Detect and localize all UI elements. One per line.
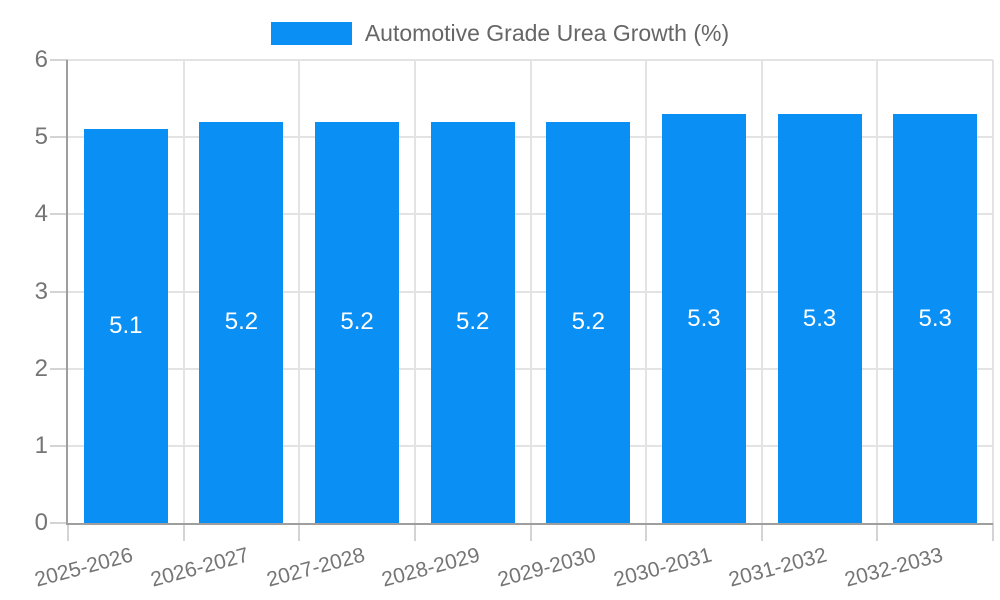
x-axis-label: 2032-2033 (842, 543, 946, 592)
x-axis-tick (67, 523, 69, 541)
y-axis-tick (50, 59, 68, 61)
x-axis-tick (298, 523, 301, 541)
v-gridline (645, 60, 648, 523)
bar[interactable]: 5.2 (315, 121, 400, 523)
y-axis-label: 5 (34, 123, 48, 151)
y-axis-label: 2 (34, 354, 48, 382)
v-gridline (182, 60, 185, 523)
y-axis-line (66, 60, 68, 525)
v-gridline (529, 60, 532, 523)
bar-value-label: 5.2 (224, 308, 259, 336)
x-axis-tick (529, 523, 532, 541)
y-axis-tick (50, 522, 68, 524)
v-gridline (876, 60, 879, 523)
x-axis-tick (645, 523, 648, 541)
y-axis-tick (50, 444, 68, 447)
y-axis-label: 0 (34, 509, 48, 536)
x-axis-line (66, 523, 993, 525)
bar[interactable]: 5.3 (661, 114, 746, 523)
bar-value-label: 5.2 (571, 308, 605, 336)
bar[interactable]: 5.2 (199, 121, 284, 523)
x-axis-label: 2031-2032 (726, 543, 830, 592)
bar-value-label: 5.3 (687, 304, 721, 332)
x-axis-tick (760, 523, 763, 541)
x-axis-label: 2028-2029 (379, 543, 483, 592)
y-axis-tick (50, 213, 68, 216)
x-axis-label: 2025-2026 (32, 543, 136, 592)
bar[interactable]: 5.3 (777, 114, 862, 523)
v-gridline (992, 60, 994, 523)
bar[interactable]: 5.2 (430, 121, 515, 523)
bar-value-label: 5.3 (918, 304, 952, 332)
bar-value-label: 5.1 (109, 312, 143, 340)
y-axis-tick (50, 136, 68, 139)
y-axis-label: 6 (34, 46, 48, 73)
x-axis-label: 2029-2030 (495, 543, 599, 592)
legend-swatch-icon (270, 22, 352, 45)
y-axis-tick (50, 367, 68, 370)
bar[interactable]: 5.1 (83, 129, 168, 523)
x-axis-label: 2027-2028 (263, 543, 367, 592)
v-gridline (413, 60, 416, 523)
bar-value-label: 5.3 (802, 304, 837, 332)
legend[interactable]: Automotive Grade Urea Growth (%) (0, 20, 1000, 47)
bar-value-label: 5.2 (456, 308, 490, 336)
legend-label: Automotive Grade Urea Growth (%) (364, 20, 730, 46)
y-axis-label: 3 (34, 277, 48, 305)
x-axis-label: 2030-2031 (610, 543, 714, 592)
v-gridline (760, 60, 763, 523)
x-axis-tick (413, 523, 416, 541)
bar[interactable]: 5.3 (893, 114, 978, 523)
x-axis-tick (992, 523, 994, 541)
v-gridline (298, 60, 301, 523)
bar-value-label: 5.2 (340, 308, 374, 336)
y-axis-label: 1 (34, 431, 48, 459)
bar[interactable]: 5.2 (546, 121, 631, 523)
y-axis-tick (50, 290, 68, 293)
x-axis-tick (182, 523, 185, 541)
x-axis-tick (876, 523, 879, 541)
x-axis-label: 2026-2027 (148, 543, 252, 592)
y-axis-label: 4 (34, 200, 48, 228)
